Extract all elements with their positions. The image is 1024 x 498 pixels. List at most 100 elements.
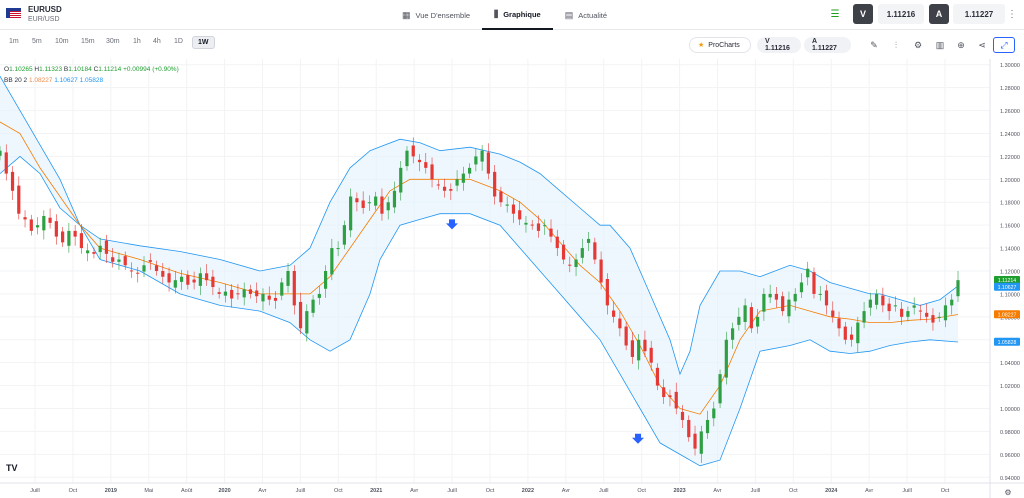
candle — [242, 289, 246, 298]
candle — [142, 265, 146, 272]
timeframe-4h[interactable]: 4h — [153, 38, 161, 45]
indicators-icon[interactable]: ⫶ — [894, 40, 898, 50]
close-value: 1.11214 — [98, 66, 122, 73]
candle — [148, 260, 152, 262]
y-tick-label: 1.22000 — [1000, 155, 1020, 161]
y-tick-label: 1.08000 — [1000, 315, 1020, 321]
sell-pill[interactable]: V 1.11216 — [757, 37, 801, 53]
candle — [649, 347, 653, 363]
candle — [167, 273, 171, 283]
candle — [342, 225, 346, 245]
candle — [693, 433, 697, 449]
candle — [186, 275, 190, 285]
candle — [67, 230, 71, 246]
axis-settings-icon: ⚙ — [1004, 488, 1011, 497]
candle — [129, 270, 134, 272]
candle — [361, 200, 365, 208]
x-tick-label: Oct — [334, 488, 343, 494]
candle — [399, 167, 403, 193]
candles — [0, 137, 960, 463]
x-tick-label: Oct — [637, 488, 646, 494]
candle — [937, 316, 941, 318]
candle — [54, 221, 58, 237]
candle — [292, 271, 296, 306]
expand-icon[interactable]: ⤢ — [993, 37, 1015, 53]
timeframe-1w[interactable]: 1W — [192, 36, 215, 49]
settings-icon[interactable]: ⚙ — [913, 40, 923, 50]
procharts-label: ProCharts — [708, 41, 740, 49]
news-icon: ▤ — [564, 9, 574, 20]
candle — [405, 150, 409, 167]
pencil-icon[interactable]: ✎ — [870, 40, 878, 50]
x-tick-label: Juill — [902, 488, 911, 494]
x-tick-label: Juill — [599, 488, 608, 494]
candle — [712, 408, 716, 419]
buy-pill[interactable]: A 1.11227 — [804, 37, 851, 53]
timeframe-15m[interactable]: 15m — [81, 38, 95, 45]
add-circle-icon[interactable]: ⊕ — [957, 40, 965, 50]
candle — [793, 293, 797, 302]
candle — [61, 231, 65, 243]
ohlc-row: O1.10265 H1.11323 B1.10184 C1.11214 +0.0… — [4, 64, 179, 75]
x-tick-label: Août — [181, 488, 193, 494]
candle — [205, 273, 209, 281]
x-axis: Juill Oct 2019 Mai Août 2020 Avr Juill Oct 2021 Av… — [0, 482, 1024, 497]
candle — [267, 295, 271, 300]
candle — [749, 307, 753, 329]
sell-button[interactable]: V — [853, 4, 873, 24]
bars-icon[interactable]: ▥ — [935, 40, 945, 50]
price-tag: 1.10627 — [994, 282, 1020, 291]
tab-news-label: Actualité — [578, 10, 607, 20]
candle — [680, 411, 685, 420]
candle — [355, 198, 359, 203]
timeframe-1d[interactable]: 1D — [174, 38, 183, 45]
sell-price[interactable]: 1.11216 — [878, 4, 924, 24]
timeframe-10m[interactable]: 10m — [55, 38, 69, 45]
tab-news[interactable]: ▤ Actualité — [553, 0, 619, 30]
watchlist-icon[interactable]: ☰ — [830, 8, 840, 20]
candle — [248, 289, 253, 294]
chart-legend: O1.10265 H1.11323 B1.10184 C1.11214 +0.0… — [4, 64, 179, 86]
candle — [561, 244, 566, 260]
timeframe-1h[interactable]: 1h — [133, 38, 141, 45]
candle — [42, 215, 46, 231]
price-tag-label: 1.08227 — [998, 312, 1017, 318]
tab-chart[interactable]: ⫼ Graphique — [482, 0, 553, 30]
bb-mid-value: 1.08227 — [28, 77, 53, 84]
y-tick-label: 1.28000 — [1000, 86, 1020, 92]
candle — [612, 310, 616, 317]
timeframe-5m[interactable]: 5m — [32, 38, 42, 45]
candle — [605, 279, 609, 306]
candle — [349, 196, 353, 231]
band-upper-line — [0, 138, 959, 376]
candle — [317, 293, 321, 298]
more-options-icon[interactable]: ⋮ — [1007, 8, 1017, 20]
x-tick-label: Avr — [562, 488, 570, 494]
symbol-header[interactable]: EURUSD EUR/USD — [6, 5, 62, 24]
candle — [511, 204, 516, 214]
candle — [705, 419, 710, 434]
candle — [480, 150, 484, 162]
price-chart[interactable]: 1.30000 1.28000 1.26000 1.24000 1.22000 1.200… — [0, 59, 1024, 498]
price-tag: 1.08227 — [994, 310, 1020, 318]
candle — [943, 305, 948, 321]
candle — [261, 293, 265, 302]
candle — [442, 186, 447, 191]
procharts-button[interactable]: ★ ProCharts — [689, 37, 751, 53]
buy-button[interactable]: A — [929, 4, 949, 24]
candle — [35, 225, 40, 228]
share-icon[interactable]: ⋖ — [978, 40, 986, 50]
timeframe-30m[interactable]: 30m — [106, 38, 120, 45]
grid-icon: ▦ — [402, 9, 411, 20]
candle — [743, 305, 747, 322]
candle — [286, 271, 290, 286]
price-tag-label: 1.05828 — [998, 340, 1017, 346]
tradingview-logo-icon: TV — [6, 463, 18, 473]
tab-overview[interactable]: ▦ Vue D'ensemble — [390, 0, 482, 30]
candle — [92, 252, 96, 254]
candle — [17, 185, 21, 214]
candle — [555, 236, 559, 249]
timeframe-1m[interactable]: 1m — [9, 38, 19, 45]
candle — [255, 290, 259, 297]
buy-price[interactable]: 1.11227 — [953, 4, 1005, 24]
